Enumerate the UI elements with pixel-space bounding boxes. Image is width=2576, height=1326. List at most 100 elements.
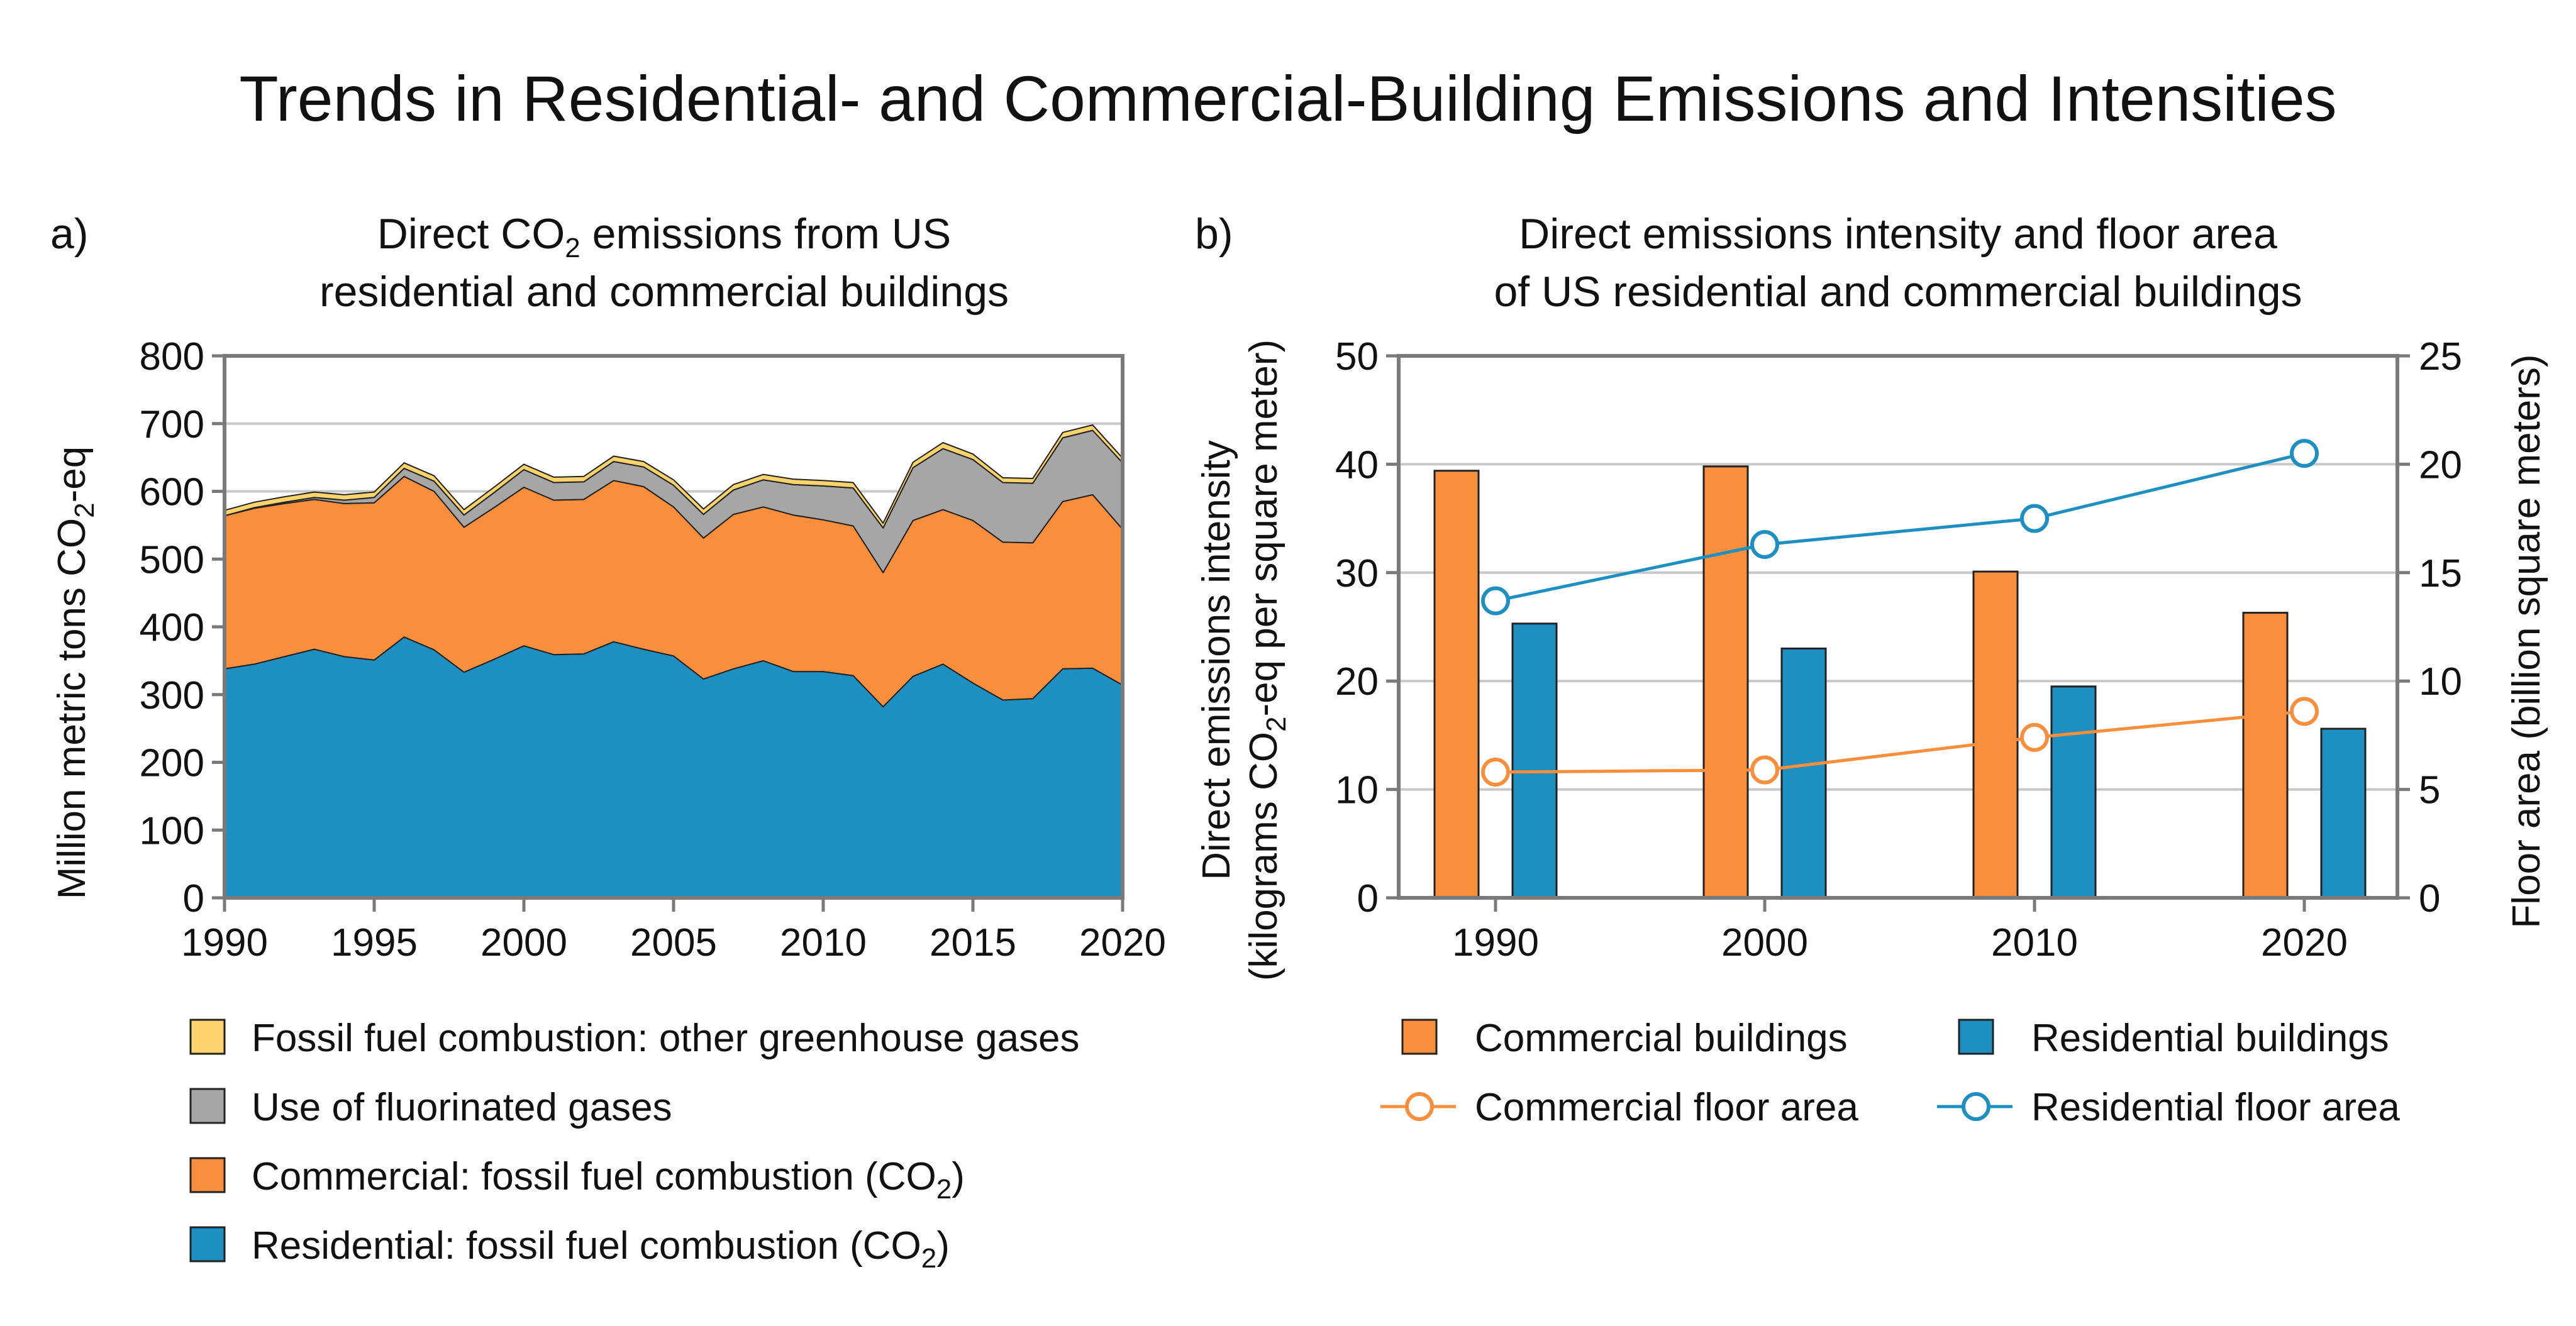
y-tick-label: 40 [1335,443,1379,487]
panel-b-legend: Commercial buildings Residential building… [1380,1017,2400,1129]
legend-swatch-0 [189,1019,226,1055]
panel-a-title-line1: Direct CO2 emissions from US [377,210,951,263]
line-marker [2020,504,2049,533]
legend-label-2: Commercial: fossil fuel combustion (CO2) [252,1155,965,1205]
x-tick-label: 1990 [181,921,268,964]
x-tick-label: 2000 [1721,921,1808,964]
y-tick-label: 0 [183,877,204,920]
x-tick-label: 2010 [780,921,867,964]
bar-commercial-buildings [1702,465,1749,899]
y-tick-label: 30 [1335,552,1379,595]
panel-b-title-line2: of US residential and commercial buildin… [1494,268,2302,316]
line-marker [2290,697,2319,726]
x-tick-label: 2000 [480,921,567,964]
y-tick-label: 5 [2419,769,2440,812]
x-tick-label: 2020 [1079,921,1166,964]
x-tick-label: 2020 [2261,921,2348,964]
x-tick-label: 2015 [930,921,1016,964]
line-marker [1750,755,1779,785]
y-tick-label: 300 [140,674,204,717]
x-tick-label: 1995 [331,921,418,964]
panel-b-axes [1397,354,2399,900]
legend-marker-2 [1405,1092,1434,1121]
bar-residential-buildings [1511,622,1558,899]
panel-a-area-series [224,424,1123,898]
legend-swatch-3 [189,1226,226,1262]
legend-label-suffix: ) [952,1155,965,1198]
legend-label-0: Fossil fuel combustion: other greenhouse… [252,1017,1080,1060]
line-marker [1481,758,1510,787]
y-tick-label: 500 [140,538,204,582]
legend-label-1: Use of fluorinated gases [252,1086,672,1129]
panel-b-lines [1481,439,2319,787]
panel-a-y-axis-label: Million metric tons CO2-eq [50,446,100,899]
panel-b: b) Direct emissions intensity and floor … [1195,210,2548,1129]
legend-swatch-1 [1958,1019,1994,1055]
legend-label-subscript: 2 [936,1174,952,1205]
legend-label-text: Use of fluorinated gases [252,1086,672,1129]
y-tick-label: 600 [140,471,204,514]
y-tick-label: 800 [140,335,204,378]
bar-commercial-buildings [2242,612,2289,899]
panel-a-y-ticks: 0 100 200 300 400 500 600 700 800 [140,335,225,920]
bar-residential-buildings [1780,647,1827,899]
y-tick-label: 700 [140,403,204,446]
line-marker [1750,529,1779,559]
legend-marker-3 [1962,1092,1990,1121]
y-tick-label: 25 [2419,335,2462,378]
panel-a-x-ticks: 1990 1995 2000 2005 2010 2015 2020 [181,898,1166,964]
legend-label-text: Commercial: fossil fuel combustion (CO [252,1155,936,1198]
panel-b-left-y-axis-label-line2: (kilograms CO2-eq per square meter) [1242,340,1292,981]
panel-b-right-y-ticks: 0 5 10 15 20 25 [2397,335,2462,920]
x-tick-label: 2010 [1991,921,2078,964]
y-tick-label: 20 [2419,443,2462,487]
panel-b-bars [1433,465,2367,899]
bar-residential-buildings [2320,727,2367,899]
figure-title: Trends in Residential- and Commercial-Bu… [239,63,2336,135]
panel-a-letter: a) [50,210,88,258]
line-marker [1481,586,1510,616]
panel-a: a) Direct CO2 emissions from US resident… [50,210,1166,1274]
legend-label-2: Commercial floor area [1475,1086,1858,1129]
legend-label-0: Commercial buildings [1475,1017,1848,1060]
panel-b-title-line1: Direct emissions intensity and floor are… [1519,210,2277,258]
legend-swatch-0 [1401,1019,1438,1055]
bar-commercial-buildings [1972,570,2019,899]
line-commercial-floor-area [1495,709,2305,774]
panel-b-letter: b) [1195,210,1233,258]
plot-frame [1397,354,2399,900]
line-residential-floor-area [1495,451,2305,603]
legend-label-text: Residential: fossil fuel combustion (CO [252,1224,921,1268]
legend-label-3: Residential: fossil fuel combustion (CO2… [252,1224,950,1274]
panel-b-x-ticks: 1990 2000 2010 2020 [1452,898,2348,964]
y-tick-label: 20 [1335,660,1379,704]
panel-a-title-line2: residential and commercial buildings [319,268,1009,316]
y-tick-label: 400 [140,606,204,649]
panel-b-gridlines [1399,463,2397,791]
legend-label-subscript: 2 [921,1243,936,1274]
legend-label-3: Residential floor area [2031,1086,2400,1129]
x-tick-label: 1990 [1452,921,1539,964]
legend-swatch-2 [189,1157,226,1193]
y-tick-label: 0 [1357,877,1379,920]
panel-b-right-y-axis-label: Floor area (billion square meters) [2505,354,2548,928]
bar-commercial-buildings [1433,470,1480,899]
y-tick-label: 200 [140,742,204,785]
legend-swatch-1 [189,1088,226,1124]
panel-b-left-y-axis-label-line1: Direct emissions intensity [1195,440,1238,880]
panel-b-left-y-ticks: 0 10 20 30 40 50 [1335,335,1399,920]
legend-label-text: Fossil fuel combustion: other greenhouse… [252,1017,1080,1060]
y-tick-label: 15 [2419,552,2462,595]
y-tick-label: 10 [2419,660,2462,704]
line-marker [2020,722,2049,752]
x-tick-label: 2005 [630,921,717,964]
legend-label-1: Residential buildings [2031,1017,2389,1060]
y-tick-label: 10 [1335,769,1379,812]
legend-label-suffix: ) [936,1224,950,1268]
y-tick-label: 50 [1335,335,1379,378]
y-tick-label: 100 [140,809,204,853]
y-tick-label: 0 [2419,877,2440,920]
panel-a-legend: Fossil fuel combustion: other greenhouse… [189,1017,1080,1274]
bar-residential-buildings [2050,685,2097,899]
